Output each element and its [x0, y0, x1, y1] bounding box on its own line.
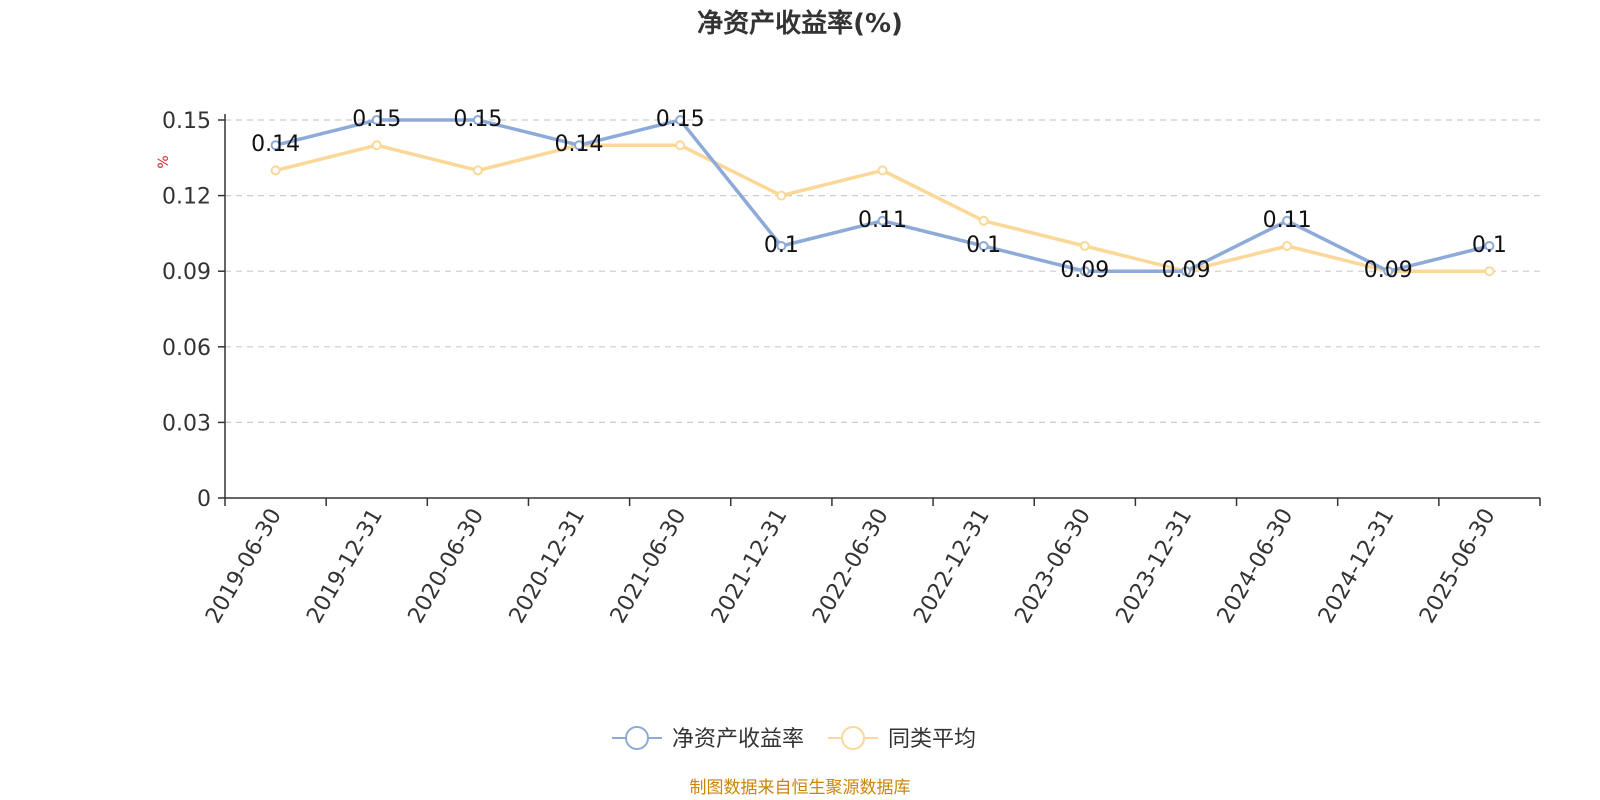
data-point [1282, 241, 1293, 251]
data-point [675, 140, 686, 151]
legend-label: 同类平均 [888, 727, 976, 752]
legend-marker [625, 726, 649, 750]
data-labels: 0.14 0.15 0.15 0.14 0.15 0.1 0.11 0.1 0.09 0.09 0.… [251, 107, 1507, 283]
data-label: 0.09 [1364, 258, 1413, 283]
data-label: 0.14 [555, 132, 604, 157]
y-tick-label: 0.06 [162, 336, 211, 361]
data-point [472, 165, 483, 176]
y-tick-label: 0.12 [162, 185, 211, 210]
data-point [877, 215, 888, 226]
data-point [978, 215, 989, 226]
data-point [472, 115, 483, 125]
data-point [371, 140, 382, 151]
x-tick-label: 2020-06-30 [404, 505, 490, 628]
x-tick-label: 2023-12-31 [1112, 505, 1198, 628]
y-tick-label: 0 [197, 487, 211, 512]
data-point [776, 241, 787, 251]
y-tick-label: 0.09 [162, 260, 211, 285]
data-point [574, 140, 585, 151]
data-point [270, 165, 281, 176]
x-tick-label: 2021-12-31 [707, 505, 793, 628]
data-point [1484, 241, 1495, 251]
data-point [675, 115, 686, 125]
y-tick-label: 0.03 [162, 411, 211, 436]
data-label: 0.11 [1263, 208, 1312, 233]
series-group [270, 115, 1495, 277]
data-label: 0.15 [656, 107, 705, 132]
data-point [1484, 266, 1495, 277]
data-point [776, 190, 787, 201]
data-point [371, 115, 382, 125]
source-note: 制图数据来自恒生聚源数据库 [690, 778, 911, 798]
x-tick-label: 2019-12-31 [302, 505, 388, 628]
grid-lines [225, 119, 1540, 423]
data-point [270, 140, 281, 151]
x-tick-label: 2024-06-30 [1213, 505, 1299, 628]
data-point [1079, 241, 1090, 251]
x-tick-label: 2021-06-30 [606, 505, 692, 628]
data-label: 0.09 [1060, 258, 1109, 283]
data-point [978, 241, 989, 251]
x-tick-label: 2024-12-31 [1314, 505, 1400, 628]
data-point [1079, 266, 1090, 277]
y-tick-labels: 0 0.03 0.06 0.09 0.12 0.15 [162, 109, 211, 512]
axes [218, 114, 1541, 506]
x-tick-label: 2023-06-30 [1010, 505, 1096, 628]
x-tick-labels: 2019-06-30 2019-12-31 2020-06-30 2020-12-31… [201, 504, 1500, 627]
data-label: 0.1 [764, 233, 799, 258]
y-axis-label: % [156, 155, 172, 168]
data-label: 0.1 [966, 233, 1001, 258]
data-label: 0.11 [858, 208, 907, 233]
legend-label: 净资产收益率 [672, 727, 804, 752]
chart-title: 净资产收益率(%) [697, 8, 903, 39]
x-tick-label: 2022-06-30 [808, 505, 894, 628]
data-point [1180, 266, 1191, 277]
data-label: 0.09 [1161, 258, 1210, 283]
data-label: 0.14 [251, 132, 300, 157]
data-label: 0.15 [453, 107, 502, 132]
x-tick-label: 2025-06-30 [1415, 505, 1501, 628]
y-tick-label: 0.15 [162, 109, 211, 134]
data-point [1282, 215, 1293, 226]
legend-marker [841, 726, 865, 750]
data-label: 0.1 [1472, 233, 1507, 258]
x-tick-label: 2020-12-31 [505, 505, 591, 628]
data-point [877, 165, 888, 176]
data-point [1383, 266, 1394, 277]
data-label: 0.15 [352, 107, 401, 132]
x-tick-label: 2019-06-30 [201, 505, 287, 628]
x-tick-label: 2022-12-31 [909, 504, 995, 627]
legend: 净资产收益率 同类平均 [612, 726, 976, 752]
